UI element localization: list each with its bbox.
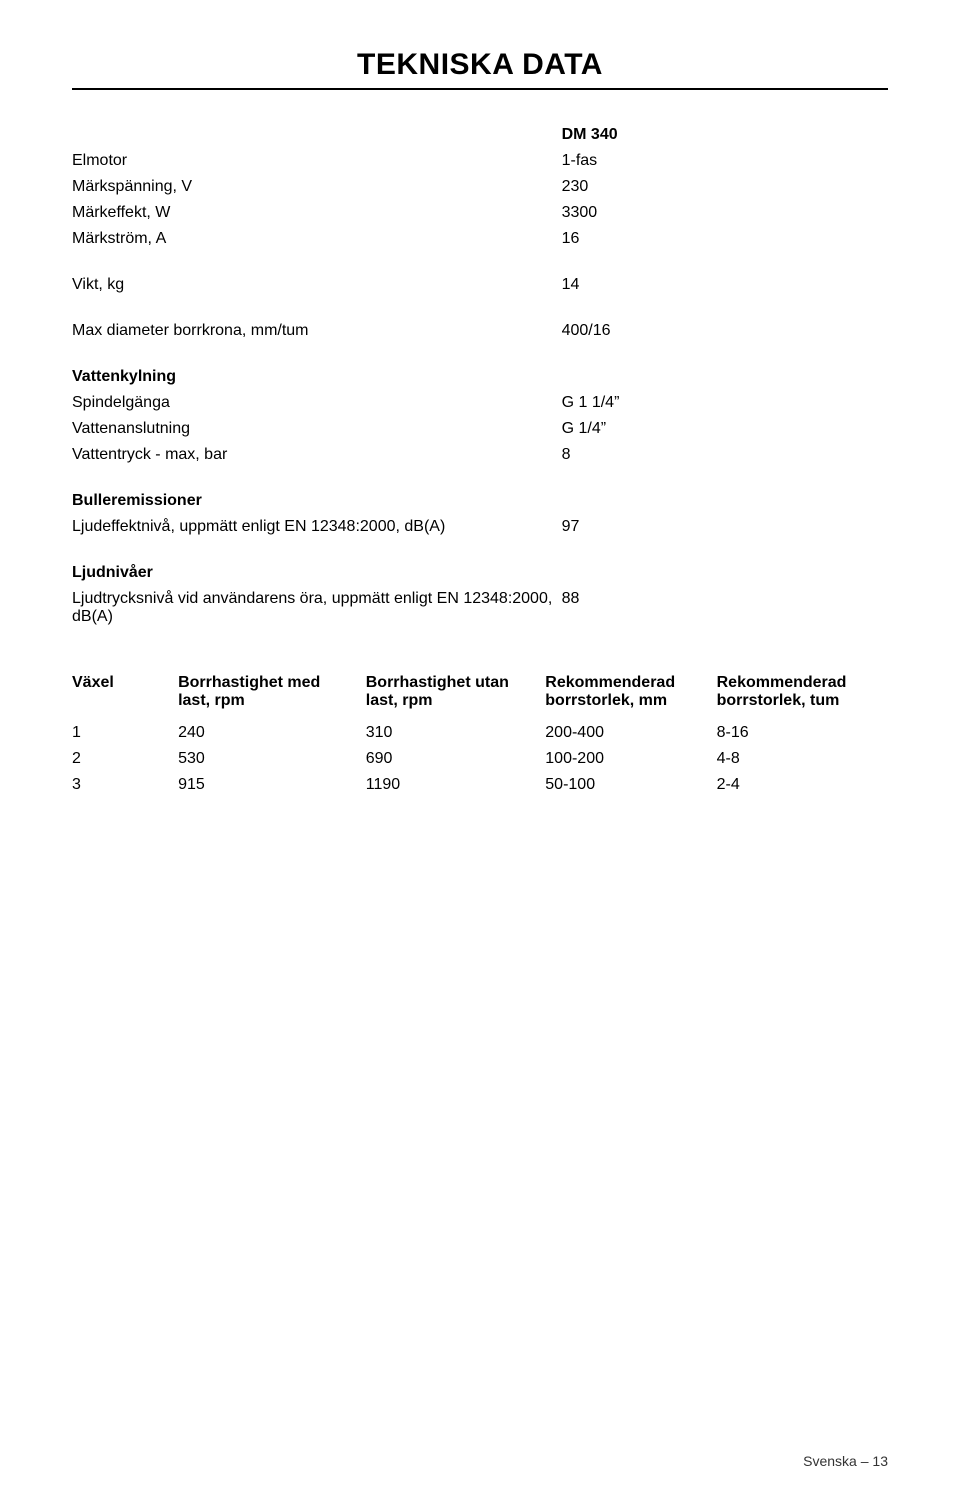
spec-label: Märkeffekt, W [72,200,562,226]
footer-lang: Svenska [803,1453,857,1469]
table-row: 3 915 1190 50-100 2-4 [72,772,888,798]
spec-label: Spindelgänga [72,390,562,416]
empty-cell [72,126,562,148]
spec-value: 97 [562,514,888,540]
levels-header: Ljudnivåer [72,540,888,586]
gear-col-header: Växel [72,670,178,720]
gear-cell: 690 [366,746,546,772]
table-row: Ljudtrycksnivå vid användarens öra, uppm… [72,586,888,630]
gear-cell: 530 [178,746,366,772]
spec-label: Märkström, A [72,226,562,252]
spec-label: Vattenanslutning [72,416,562,442]
cooling-header-row: Vattenkylning [72,344,888,390]
cooling-header: Vattenkylning [72,344,888,390]
table-row: 2 530 690 100-200 4-8 [72,746,888,772]
gear-cell: 2 [72,746,178,772]
gear-col-header: Rekommenderad borrstorlek, mm [545,670,716,720]
gear-cell: 2-4 [717,772,888,798]
spec-value: 230 [562,174,888,200]
spec-value: 3300 [562,200,888,226]
spec-value: 88 [562,586,888,630]
gear-col-header: Borrhastighet utan last, rpm [366,670,546,720]
footer-page-number: 13 [872,1453,888,1469]
table-row: Elmotor 1-fas [72,148,888,174]
page-title: TEKNISKA DATA [72,48,888,90]
spec-value: 16 [562,226,888,252]
gear-table: Växel Borrhastighet med last, rpm Borrha… [72,670,888,798]
table-row: Märkspänning, V 230 [72,174,888,200]
spec-label: Märkspänning, V [72,174,562,200]
noise-header-row: Bulleremissioner [72,468,888,514]
table-row: Spindelgänga G 1 1/4” [72,390,888,416]
gear-cell: 310 [366,720,546,746]
spec-value: 14 [562,252,888,298]
gear-cell: 240 [178,720,366,746]
spec-label: Vattentryck - max, bar [72,442,562,468]
table-row: Max diameter borrkrona, mm/tum 400/16 [72,298,888,344]
spec-value: G 1/4” [562,416,888,442]
levels-header-row: Ljudnivåer [72,540,888,586]
gear-cell: 915 [178,772,366,798]
spec-value: 400/16 [562,298,888,344]
spec-label: Ljudeffektnivå, uppmätt enligt EN 12348:… [72,514,562,540]
gear-cell: 3 [72,772,178,798]
footer-sep: – [857,1453,873,1469]
table-row: Ljudeffektnivå, uppmätt enligt EN 12348:… [72,514,888,540]
spec-value: 1-fas [562,148,888,174]
spec-label: Max diameter borrkrona, mm/tum [72,298,562,344]
gear-header-row: Växel Borrhastighet med last, rpm Borrha… [72,670,888,720]
page-footer: Svenska – 13 [803,1453,888,1469]
spec-value: 8 [562,442,888,468]
gear-cell: 200-400 [545,720,716,746]
table-row: Vattenanslutning G 1/4” [72,416,888,442]
gear-cell: 1190 [366,772,546,798]
table-row: Vattentryck - max, bar 8 [72,442,888,468]
spec-table: DM 340 Elmotor 1-fas Märkspänning, V 230… [72,126,888,630]
gear-col-header: Borrhastighet med last, rpm [178,670,366,720]
gear-cell: 4-8 [717,746,888,772]
table-row: Vikt, kg 14 [72,252,888,298]
gear-cell: 100-200 [545,746,716,772]
table-row: Märkeffekt, W 3300 [72,200,888,226]
gear-cell: 50-100 [545,772,716,798]
gear-cell: 1 [72,720,178,746]
spec-label: Ljudtrycksnivå vid användarens öra, uppm… [72,586,562,630]
noise-header: Bulleremissioner [72,468,888,514]
table-row: Märkström, A 16 [72,226,888,252]
gear-cell: 8-16 [717,720,888,746]
model-header: DM 340 [562,126,888,148]
spec-value: G 1 1/4” [562,390,888,416]
gear-col-header: Rekommenderad borrstorlek, tum [717,670,888,720]
table-row: 1 240 310 200-400 8-16 [72,720,888,746]
spec-label: Elmotor [72,148,562,174]
spec-label: Vikt, kg [72,252,562,298]
